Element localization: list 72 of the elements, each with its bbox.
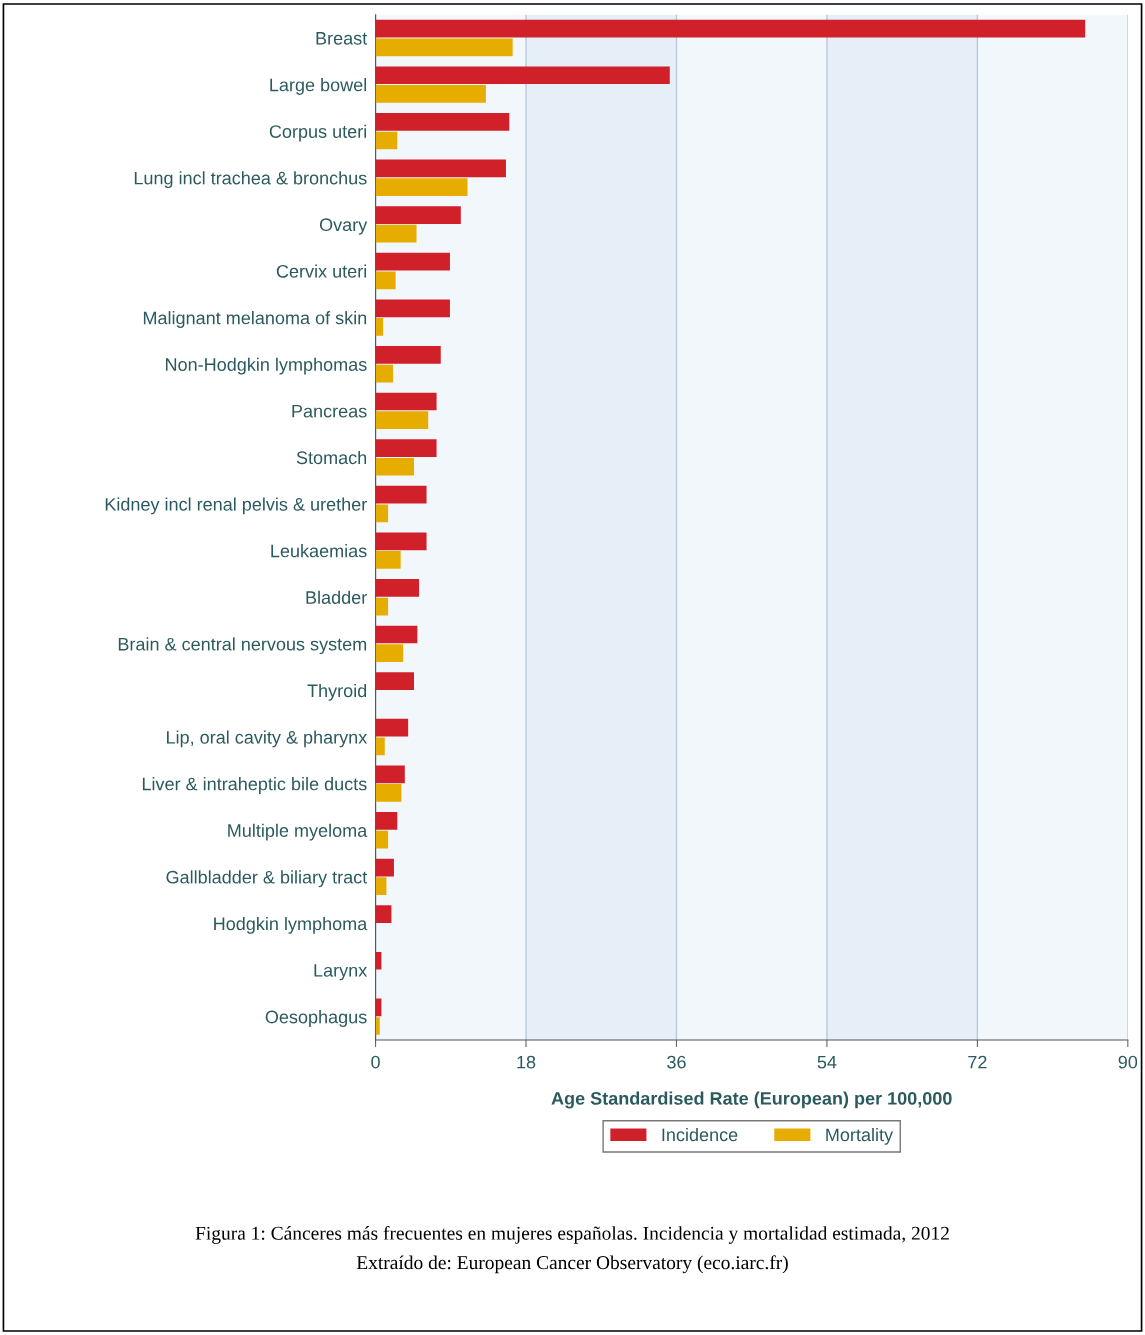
bar <box>375 131 398 150</box>
y-tick-label: Liver & intraheptic bile ducts <box>142 777 367 794</box>
legend-label: Mortality <box>826 1127 894 1145</box>
bar <box>375 877 387 896</box>
y-tick-label: Leukaemias <box>271 544 367 558</box>
y-tick-label: Stomach <box>296 450 367 465</box>
bar <box>375 252 450 271</box>
x-tick-label: 18 <box>517 1055 536 1069</box>
y-tick-label: Pancreas <box>292 404 367 418</box>
y-tick-label: Non-Hodgkin lymphomas <box>166 357 367 375</box>
bar <box>375 765 405 784</box>
y-tick-label: Malignant melanoma of skin <box>143 311 367 328</box>
y-tick-label: Bladder <box>306 590 367 604</box>
bar <box>375 485 427 504</box>
bar <box>375 66 670 85</box>
bar <box>375 905 392 923</box>
bar <box>375 299 450 318</box>
y-tick-label: Larynx <box>314 964 368 981</box>
bar <box>375 346 441 364</box>
y-tick-label: Lung incl trachea & bronchus <box>134 171 367 189</box>
x-tick-label: 36 <box>667 1055 686 1069</box>
bar <box>375 672 415 690</box>
bar <box>375 113 510 131</box>
bar <box>375 532 427 551</box>
y-tick-label: Thyroid <box>307 683 367 701</box>
bar <box>375 1017 380 1035</box>
y-tick-label: Oesophagus <box>265 1010 367 1027</box>
y-tick-label: Large bowel <box>270 78 367 95</box>
x-axis-title: Age Standardised Rate (European) per 100,000 <box>551 1091 952 1109</box>
y-tick-label: Kidney incl renal pelvis & urether <box>105 497 367 515</box>
x-tick-label: 0 <box>371 1055 380 1069</box>
bar <box>375 551 401 569</box>
bar <box>375 271 396 290</box>
x-tick-label: 72 <box>968 1055 987 1069</box>
bar <box>375 224 417 243</box>
bar <box>375 644 404 663</box>
bar <box>375 737 385 756</box>
bar <box>375 457 415 476</box>
bar <box>375 625 418 644</box>
bar <box>375 318 384 336</box>
y-tick-label: Cervix uteri <box>276 264 367 278</box>
bar <box>375 411 429 429</box>
y-tick-label: Brain & central nervous system <box>118 637 367 655</box>
text: Figura 1: Cánceres más frecuentes en mujeres españolas. Incidencia y mortalidad estimada, 2012 <box>195 1225 949 1244</box>
x-tick-label: 90 <box>1118 1055 1138 1069</box>
bar <box>375 364 394 383</box>
bar <box>375 718 409 737</box>
y-tick-label: Corpus uteri <box>269 124 367 142</box>
y-tick-label: Hodgkin lymphoma <box>214 916 368 934</box>
bar <box>375 784 402 802</box>
bar <box>375 812 398 830</box>
bar <box>375 439 437 457</box>
bar <box>375 858 394 877</box>
bar <box>375 159 506 178</box>
bar <box>375 178 468 196</box>
y-tick-label: Breast <box>316 32 368 45</box>
y-tick-label: Multiple myeloma <box>228 823 368 841</box>
bar <box>375 392 437 411</box>
bar <box>375 504 389 523</box>
bar <box>375 85 486 103</box>
legend-label: Incidence <box>662 1127 738 1142</box>
bar <box>375 206 461 224</box>
bar <box>375 830 389 849</box>
bar <box>375 38 513 57</box>
bar <box>375 597 389 616</box>
text: Extraído de: European Cancer Observatory (eco.iarc.fr) <box>356 1255 788 1274</box>
y-tick-label: Gallbladder & biliary tract <box>166 870 368 888</box>
y-tick-label: Ovary <box>319 218 368 235</box>
bar <box>375 19 1086 38</box>
bar <box>375 579 420 597</box>
y-tick-label: Lip, oral cavity & pharynx <box>167 730 368 748</box>
x-tick-label: 54 <box>817 1055 837 1069</box>
